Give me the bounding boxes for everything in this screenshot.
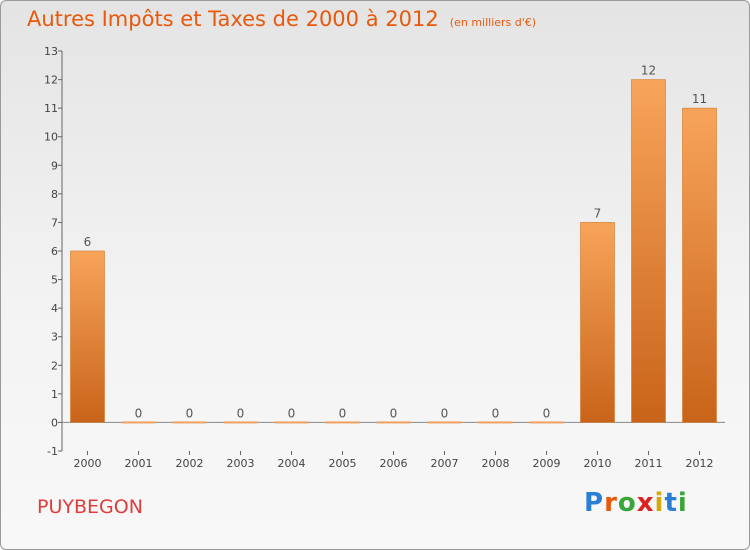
y-tick-label: -1 [47,445,58,458]
y-tick-label: 2 [51,359,58,372]
x-tick-label-2010: 2010 [584,457,612,470]
bar-2009 [529,421,564,424]
value-label-2010: 7 [594,206,602,220]
y-tick-label: 6 [51,245,58,258]
y-tick-label: 10 [44,131,58,144]
commune-name: PUYBEGON [37,496,143,518]
value-label-2008: 0 [492,406,500,420]
value-label-2005: 0 [339,406,347,420]
bar-2003 [223,421,258,424]
value-label-2002: 0 [186,406,194,420]
value-label-2006: 0 [390,406,398,420]
title-main: Autres Impôts et Taxes de 2000 à 2012 [27,7,439,31]
logo-letter: t [664,488,678,518]
value-label-2007: 0 [441,406,449,420]
x-tick-label-2005: 2005 [329,457,357,470]
x-tick-label-2011: 2011 [635,457,663,470]
bar-2008 [478,421,513,424]
y-tick-label: 4 [51,302,58,315]
title-unit: (en milliers d'€) [449,16,537,29]
bar-2005 [325,421,360,424]
x-tick-label-2002: 2002 [176,457,204,470]
proxiti-logo: Proxiti [584,488,688,518]
value-label-2009: 0 [543,406,551,420]
logo-letter: r [604,488,618,518]
chart-title: Autres Impôts et Taxes de 2000 à 2012 (e… [27,7,536,31]
bar-2002 [172,421,207,424]
logo-letter: i [654,488,665,518]
y-tick-label: 9 [51,159,58,172]
logo-letter: P [584,488,605,518]
y-tick-label: 3 [51,331,58,344]
y-tick-label: 11 [44,102,58,115]
value-label-2000: 6 [84,235,92,249]
y-tick-label: 13 [44,45,58,58]
y-tick-label: 5 [51,274,58,287]
value-label-2004: 0 [288,406,296,420]
bar-2000 [70,250,105,423]
value-label-2011: 12 [641,64,656,78]
x-tick-label-2007: 2007 [431,457,459,470]
x-tick-label-2001: 2001 [125,457,153,470]
bar-2006 [376,421,411,424]
bar-2001 [121,421,156,424]
logo-letter: o [617,488,637,518]
x-tick-label-2009: 2009 [533,457,561,470]
x-tick-label-2004: 2004 [278,457,306,470]
x-tick-label-2008: 2008 [482,457,510,470]
value-label-2001: 0 [135,406,143,420]
bar-2010 [580,222,615,423]
x-tick-label-2006: 2006 [380,457,408,470]
value-label-2003: 0 [237,406,245,420]
logo-letter: x [636,488,655,518]
y-tick-label: 8 [51,188,58,201]
x-tick-label-2003: 2003 [227,457,255,470]
x-tick-label-2000: 2000 [74,457,102,470]
bar-2007 [427,421,462,424]
bar-2012 [682,107,717,423]
y-tick-label: 0 [51,416,58,429]
bar-2004 [274,421,309,424]
y-tick-label: 7 [51,216,58,229]
value-label-2012: 11 [692,92,707,106]
x-tick-label-2012: 2012 [686,457,714,470]
y-tick-label: 1 [51,388,58,401]
y-tick-label: 12 [44,74,58,87]
bar-2011 [631,79,666,423]
logo-letter: i [677,488,688,518]
